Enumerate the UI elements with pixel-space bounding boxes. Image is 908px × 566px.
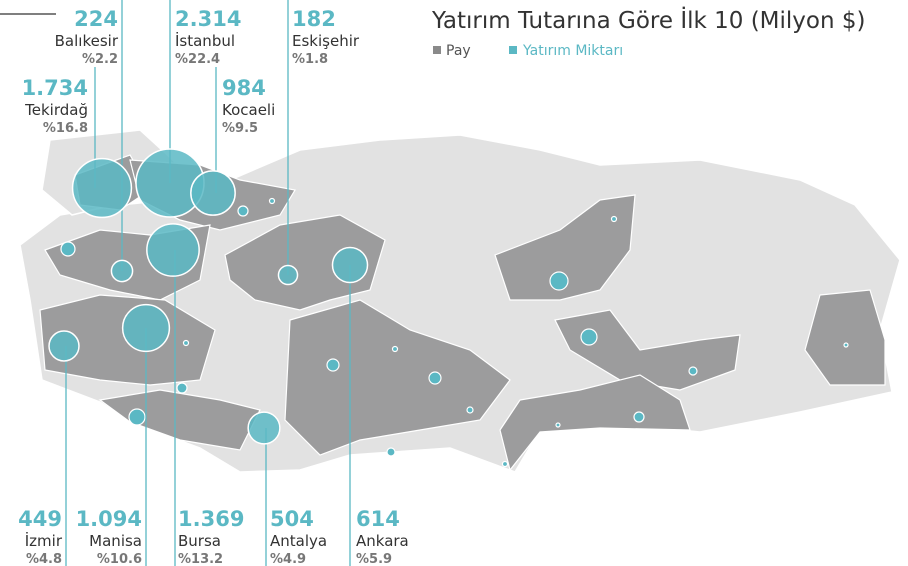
amount-label: 224 — [74, 7, 118, 31]
legend-swatch — [509, 46, 517, 54]
small-bubble — [237, 205, 249, 217]
amount-label: 504 — [270, 507, 314, 531]
small-bubble — [610, 215, 618, 223]
small-bubble — [633, 411, 645, 423]
amount-label: 182 — [292, 7, 336, 31]
small-bubble — [326, 358, 340, 372]
small-bubble — [555, 422, 561, 428]
small-bubble — [549, 271, 569, 291]
bubble — [110, 259, 134, 283]
bubble — [190, 170, 236, 216]
small-bubble — [391, 345, 399, 353]
share-label: %5.9 — [356, 552, 392, 566]
share-label: %13.2 — [178, 552, 223, 566]
city-name: Ankara — [356, 532, 409, 550]
small-bubble — [386, 447, 396, 457]
bubble — [71, 157, 133, 219]
small-bubble — [268, 197, 276, 205]
small-bubble — [580, 328, 598, 346]
share-label: %10.6 — [97, 552, 142, 566]
share-label: %4.9 — [270, 552, 306, 566]
share-label: %1.8 — [292, 52, 328, 67]
region — [804, 289, 886, 386]
city-name: Kocaeli — [222, 101, 275, 119]
city-name: Tekirdağ — [24, 101, 88, 119]
amount-label: 984 — [222, 76, 266, 100]
city-name: Eskişehir — [292, 32, 360, 50]
amount-label: 614 — [356, 507, 400, 531]
city-name: Manisa — [89, 532, 142, 550]
bubble — [331, 246, 369, 284]
bubble — [121, 303, 171, 353]
small-bubble — [176, 382, 188, 394]
bubble — [277, 264, 299, 286]
legend-swatch — [433, 46, 441, 54]
share-label: %9.5 — [222, 121, 258, 136]
small-bubble — [501, 460, 509, 468]
amount-label: 1.369 — [178, 507, 244, 531]
small-bubble — [466, 406, 474, 414]
share-label: %4.8 — [26, 552, 62, 566]
amount-label: 1.094 — [76, 507, 142, 531]
small-bubble — [60, 241, 76, 257]
share-label: %22.4 — [175, 52, 220, 67]
city-name: İzmir — [25, 531, 63, 550]
amount-label: 1.734 — [22, 76, 88, 100]
legend-label: Yatırım Miktarı — [522, 43, 623, 59]
region — [499, 374, 691, 472]
legend-label: Pay — [446, 43, 471, 59]
city-name: Antalya — [270, 532, 327, 550]
city-name: Bursa — [178, 532, 221, 550]
small-bubble — [128, 408, 146, 426]
amount-label: 449 — [18, 507, 62, 531]
bubble — [247, 411, 281, 445]
share-label: %2.2 — [82, 52, 118, 67]
title: Yatırım Tutarına Göre İlk 10 (Milyon $) — [431, 6, 866, 34]
other-bubbles — [60, 197, 849, 468]
bubble — [48, 330, 80, 362]
city-name: İstanbul — [175, 31, 235, 50]
city-name: Balıkesir — [55, 32, 119, 50]
share-label: %16.8 — [43, 121, 88, 136]
small-bubble — [688, 366, 698, 376]
bubble — [146, 223, 200, 277]
amount-label: 2.314 — [175, 7, 241, 31]
region — [494, 194, 636, 301]
region — [284, 299, 511, 456]
small-bubble — [428, 371, 442, 385]
small-bubble — [843, 342, 849, 348]
small-bubble — [182, 339, 190, 347]
